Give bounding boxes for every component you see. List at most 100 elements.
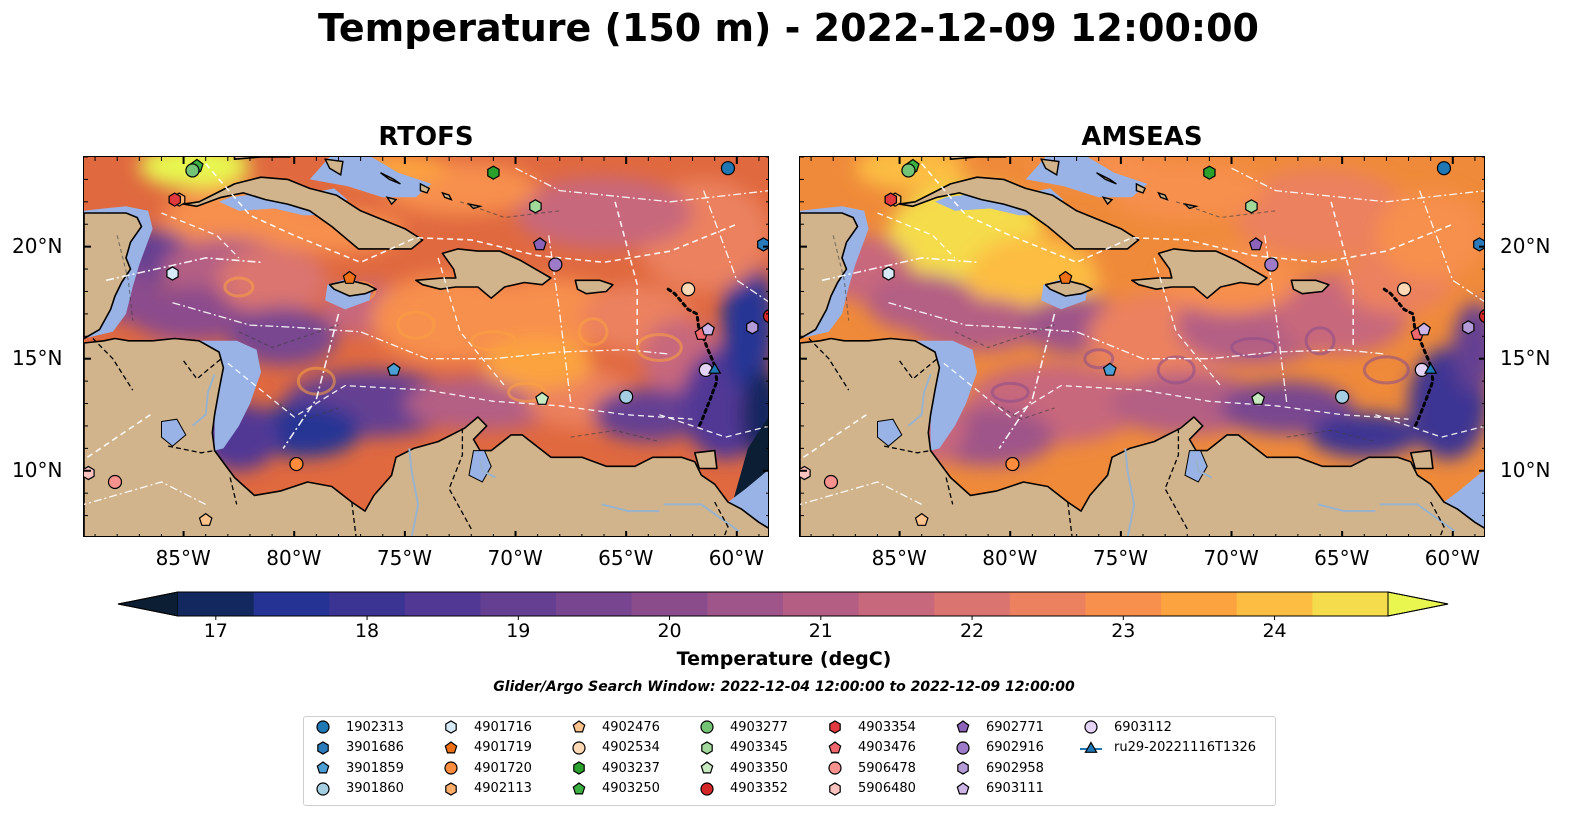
float-marker-5906478 xyxy=(107,474,123,490)
lat-tick-label: 10°N xyxy=(12,457,63,482)
legend-marker-hexagon xyxy=(957,761,969,775)
legend-item: 4903476 xyxy=(824,739,916,757)
legend-item: 4903250 xyxy=(568,780,660,798)
lat-tick-label: 20°N xyxy=(1500,233,1551,258)
map-panel-amseas xyxy=(799,156,1485,537)
float-marker-4902476 xyxy=(198,512,213,526)
lat-tick-label: 20°N xyxy=(12,233,63,258)
colorbar-bin xyxy=(707,592,784,616)
float-marker-4901719 xyxy=(1058,270,1073,284)
colorbar-tick-label: 17 xyxy=(203,620,228,642)
legend-item: 3901686 xyxy=(312,739,404,757)
float-marker-3901859 xyxy=(386,362,401,376)
legend-label: 3901860 xyxy=(346,781,404,796)
colorbar-tick-label: 19 xyxy=(506,620,531,642)
legend-marker-circle xyxy=(828,761,842,775)
legend-item: 6903111 xyxy=(952,780,1044,798)
colorbar-tick-label: 22 xyxy=(959,620,985,642)
float-marker-1902313 xyxy=(1436,161,1452,176)
float-marker-1902313 xyxy=(720,161,736,176)
legend-label: 6902916 xyxy=(986,740,1044,755)
float-marker-4903354 xyxy=(884,192,898,207)
legend-item: ru29-20221116T1326 xyxy=(1080,739,1256,757)
legend-label: 6902771 xyxy=(986,719,1044,735)
panel-title-rtofs: RTOFS xyxy=(378,122,474,152)
legend-label: 4903354 xyxy=(858,719,916,735)
lon-tick-label: 60°W xyxy=(708,546,765,570)
legend-marker-circle xyxy=(572,740,586,755)
colorbar-tick-label: 24 xyxy=(1262,620,1287,642)
legend-label: 1902313 xyxy=(346,719,404,735)
amseas-map xyxy=(800,157,1484,536)
legend-item: 4902476 xyxy=(568,718,660,736)
colorbar-bin xyxy=(783,592,860,616)
legend-marker-hexagon xyxy=(445,720,457,734)
float-marker-4903345 xyxy=(1245,199,1258,214)
float-marker-4901719 xyxy=(342,270,357,284)
lat-tick-label: 15°N xyxy=(1500,345,1551,370)
legend: 1902313 3901686 3901859 3901860 4901716 49017… xyxy=(303,716,1276,806)
legend-marker-circle xyxy=(444,761,458,775)
colorbar-bin xyxy=(253,592,330,616)
legend-item: 4903345 xyxy=(696,739,788,757)
float-marker-ru29-20221116T1326 xyxy=(707,362,722,374)
legend-item: 3901859 xyxy=(312,759,404,777)
legend-item: 4901719 xyxy=(440,739,532,757)
legend-label: 4903250 xyxy=(602,781,660,796)
float-marker-6902916 xyxy=(1264,257,1279,272)
lon-tick-label: 80°W xyxy=(982,546,1038,570)
lon-tick-label: 85°W xyxy=(155,546,211,570)
legend-label: ru29-20221116T1326 xyxy=(1114,740,1257,755)
colorbar-bin xyxy=(631,592,708,616)
lon-tick-label: 80°W xyxy=(266,546,322,570)
colorbar-bin xyxy=(556,592,633,616)
float-marker-6903111 xyxy=(1417,322,1431,336)
legend-marker-pentagon xyxy=(572,781,586,794)
legend-label: 4901719 xyxy=(474,740,532,755)
colorbar-tick-label: 23 xyxy=(1111,620,1136,642)
legend-item: 5906478 xyxy=(824,759,916,777)
float-marker-4903352 xyxy=(762,309,768,323)
float-marker-4903350 xyxy=(1251,391,1266,405)
legend-marker-pentagon xyxy=(956,720,970,733)
float-marker-4903237 xyxy=(1203,165,1216,180)
colorbar-tick-label: 21 xyxy=(808,620,833,642)
colorbar-ticks: 17 18 19 20 21 22 23 24 xyxy=(0,620,1577,644)
legend-item: 6902958 xyxy=(952,759,1044,777)
legend-label: 4902113 xyxy=(474,781,532,796)
legend-label: 3901686 xyxy=(346,740,404,755)
float-marker-5906480 xyxy=(84,465,95,481)
legend-label: 5906480 xyxy=(858,781,916,796)
legend-marker-circle xyxy=(956,740,970,755)
float-marker-4902476 xyxy=(914,512,929,526)
float-marker-4901720 xyxy=(1005,456,1020,472)
colorbar-extend-low xyxy=(117,591,179,617)
legend-label: 4903476 xyxy=(858,740,916,755)
legend-label: 3901859 xyxy=(346,760,404,776)
float-marker-4902534 xyxy=(1397,282,1412,297)
legend-marker-pentagon xyxy=(572,720,586,733)
float-marker-4903352 xyxy=(1478,309,1484,323)
float-marker-6902916 xyxy=(548,257,563,272)
legend-item: 6902771 xyxy=(952,718,1044,736)
legend-label: 4903237 xyxy=(602,760,660,776)
legend-marker-pentagon xyxy=(700,761,714,774)
colorbar-bin xyxy=(178,592,255,616)
float-marker-3901860 xyxy=(619,389,634,404)
float-marker-5906478 xyxy=(823,474,839,490)
legend-marker-hexagon xyxy=(573,761,585,775)
legend-label: 4903352 xyxy=(730,781,788,796)
colorbar-bin xyxy=(1161,592,1238,616)
colorbar-bin xyxy=(934,592,1011,616)
panel-title-amseas: AMSEAS xyxy=(1081,122,1203,152)
legend-item: 6902916 xyxy=(952,739,1044,757)
legend-label: 4903350 xyxy=(730,760,788,776)
float-marker-4901720 xyxy=(289,456,304,472)
legend-label: 6902958 xyxy=(986,760,1044,776)
float-marker-4903354 xyxy=(168,192,182,207)
colorbar-bin xyxy=(1009,592,1087,616)
legend-item: 6903112 xyxy=(1080,718,1172,736)
legend-marker-circle xyxy=(316,720,330,734)
lon-tick-label: 65°W xyxy=(598,546,654,570)
legend-marker-pentagon xyxy=(444,740,458,753)
